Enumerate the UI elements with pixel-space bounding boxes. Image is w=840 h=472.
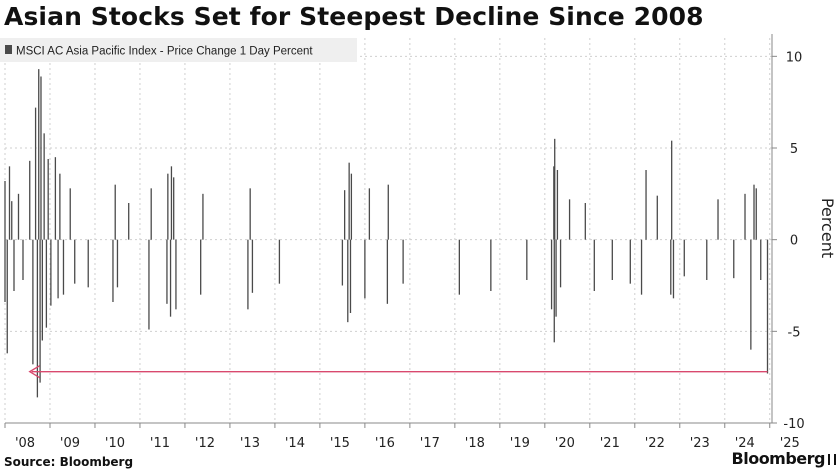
chart-title: Asian Stocks Set for Steepest Decline Si… (4, 2, 704, 31)
brand-logo: Bloomberg (732, 449, 836, 468)
x-tick-label: '22 (645, 436, 665, 451)
x-tick-label: '25 (780, 436, 800, 451)
brand-text: Bloomberg (731, 449, 826, 468)
y-tick-label: -5 (788, 325, 801, 340)
legend-label: MSCI AC Asia Pacific Index - Price Chang… (16, 46, 313, 58)
x-tick-label: '21 (600, 436, 620, 451)
x-tick-label: '10 (105, 436, 125, 451)
x-tick-label: '24 (735, 436, 755, 451)
arrow-head (28, 365, 41, 379)
data-series (4, 69, 769, 398)
x-tick-label: '15 (330, 436, 350, 451)
y-tick-label: 0 (790, 234, 798, 249)
y-tick-label: 5 (790, 142, 798, 157)
x-tick-label: '17 (420, 436, 440, 451)
legend: MSCI AC Asia Pacific Index - Price Chang… (0, 38, 357, 62)
x-tick-label: '09 (60, 436, 80, 451)
x-tick-label: '11 (150, 436, 170, 451)
x-tick-label: '19 (510, 436, 530, 451)
x-tick-label: '18 (465, 436, 485, 451)
y-axis-label: Percent (818, 198, 837, 258)
x-tick-label: '13 (240, 436, 260, 451)
legend-swatch (5, 45, 12, 54)
legend-background (0, 38, 357, 62)
grid (4, 38, 772, 424)
source-note: Source: Bloomberg (4, 455, 134, 469)
y-tick-label: -10 (783, 417, 804, 432)
y-tick-label: 10 (786, 50, 803, 65)
x-tick-label: '16 (375, 436, 395, 451)
y-axis: 10 5 0 -5 -10 (771, 34, 805, 432)
x-axis: '08 '09 '10 '11 '12 '13 '14 '15 '16 '17 '18 '19 '20 '… (4, 422, 800, 451)
x-tick-label: '23 (690, 436, 710, 451)
x-tick-label: '08 (15, 436, 35, 451)
x-tick-label: '20 (555, 436, 575, 451)
annotation-arrow (28, 365, 768, 379)
x-tick-label: '14 (285, 436, 305, 451)
brand-mark-icon (828, 454, 836, 465)
x-tick-label: '12 (195, 436, 215, 451)
